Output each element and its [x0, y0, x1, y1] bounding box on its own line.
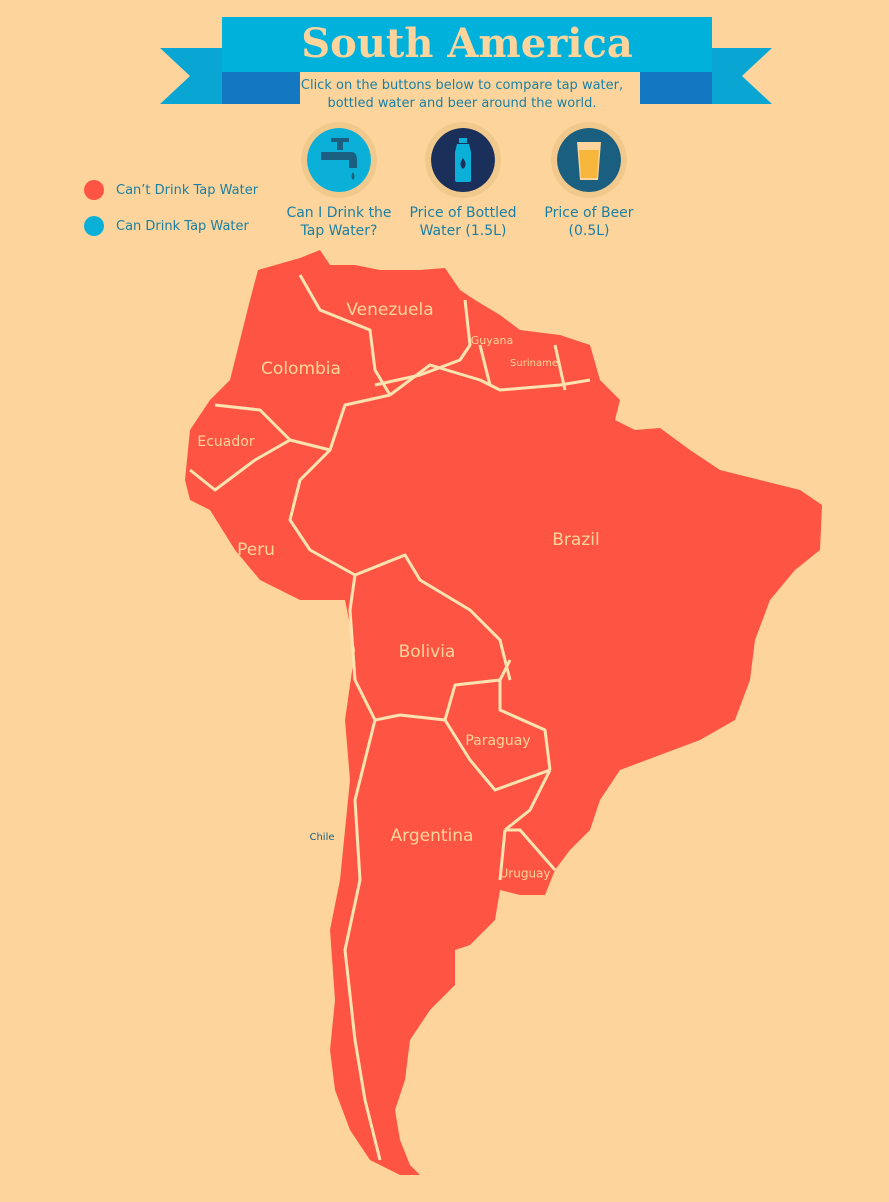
button-label: Price of Bottled Water (1.5L)	[409, 205, 517, 239]
country-label: Venezuela	[346, 300, 433, 320]
beer-button[interactable]: Price of Beer (0.5L)	[529, 122, 649, 240]
legend-label: Can’t Drink Tap Water	[116, 182, 259, 198]
legend-item: Can’t Drink Tap Water	[84, 172, 258, 208]
legend-swatch	[84, 180, 104, 200]
subtitle: Click on the buttons below to compare ta…	[300, 78, 624, 111]
country-label: Suriname	[510, 358, 558, 369]
button-label: Can I Drink the Tap Water?	[286, 205, 392, 239]
legend-label: Can Drink Tap Water	[116, 218, 249, 234]
legend-swatch	[84, 216, 104, 236]
legend-item: Can Drink Tap Water	[84, 208, 258, 244]
country-label: Chile	[309, 832, 334, 843]
country-label: Brazil	[552, 530, 599, 550]
beer-icon	[557, 128, 621, 192]
button-ring	[425, 122, 501, 198]
ribbon-left	[160, 48, 222, 104]
bottle-icon	[431, 128, 495, 192]
button-label: Price of Beer (0.5L)	[544, 205, 634, 239]
button-ring	[301, 122, 377, 198]
country-label: Bolivia	[399, 642, 456, 662]
country-label: Guyana	[471, 334, 513, 347]
ribbon-fold	[222, 72, 300, 104]
country-label: Argentina	[391, 826, 474, 846]
country-label: Colombia	[261, 359, 341, 379]
bottled-water-button[interactable]: Price of Bottled Water (1.5L)	[403, 122, 523, 240]
country-label: Paraguay	[465, 733, 530, 749]
borders	[189, 274, 591, 1161]
ribbon-right	[712, 48, 772, 104]
tap-water-button[interactable]: Can I Drink the Tap Water?	[279, 122, 399, 240]
country-label: Ecuador	[197, 434, 254, 450]
button-ring	[551, 122, 627, 198]
country-label: Peru	[237, 540, 275, 560]
legend: Can’t Drink Tap Water Can Drink Tap Wate…	[84, 172, 258, 244]
title: South America	[301, 20, 633, 67]
tap-icon	[307, 128, 371, 192]
country-label: Uruguay	[500, 867, 551, 881]
ribbon	[222, 17, 712, 72]
ribbon-fold	[640, 72, 712, 104]
